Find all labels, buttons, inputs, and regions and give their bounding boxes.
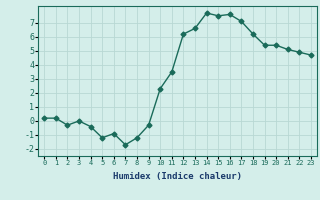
X-axis label: Humidex (Indice chaleur): Humidex (Indice chaleur) — [113, 172, 242, 181]
